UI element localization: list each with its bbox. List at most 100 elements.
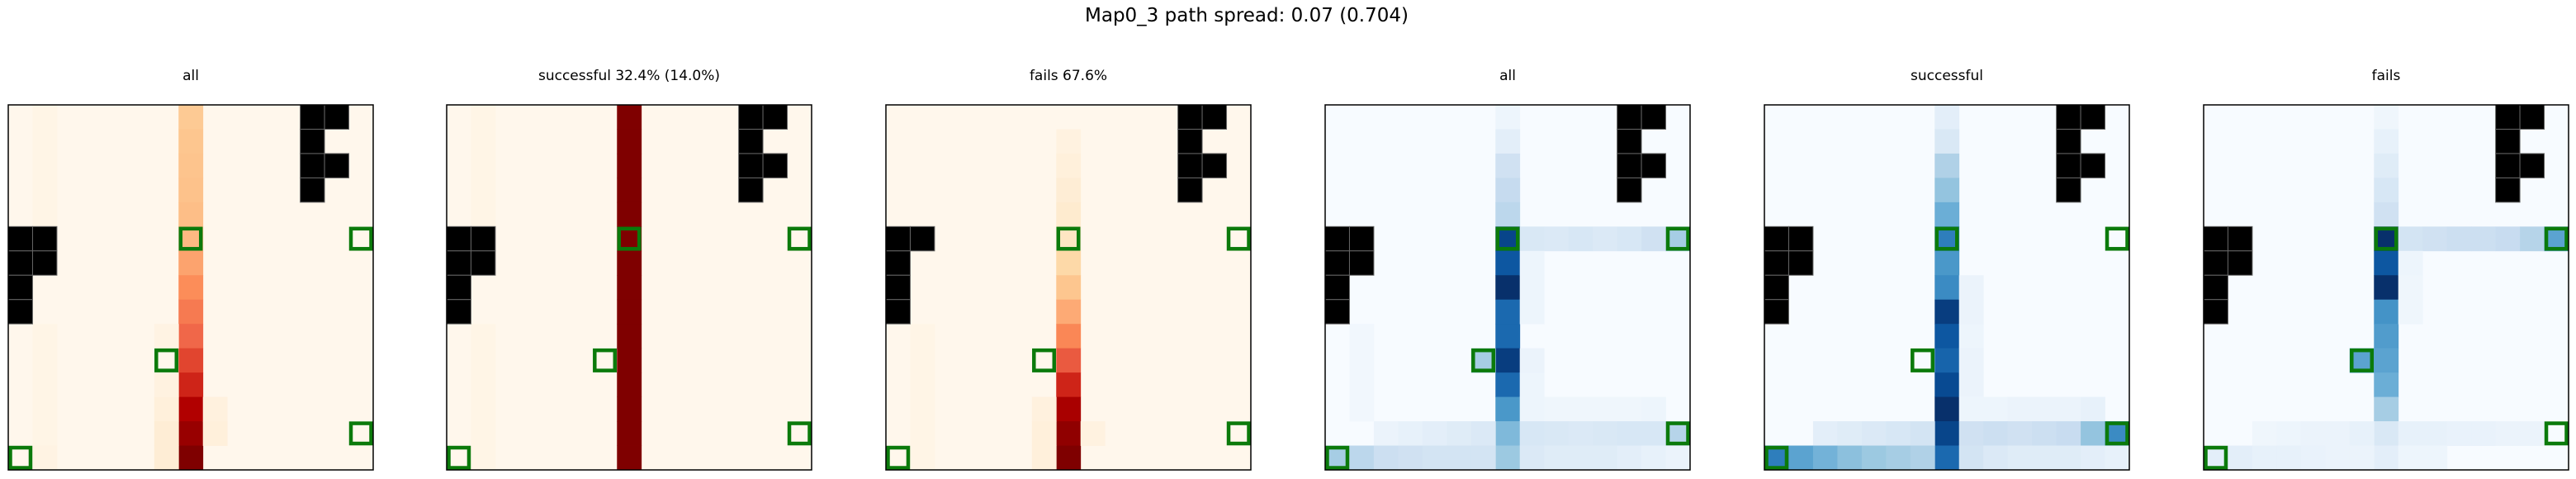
- obstacle-cell: [300, 128, 325, 154]
- heatmap-cell: [178, 153, 204, 178]
- obstacle-cell: [1764, 225, 1789, 252]
- heatmap-cell: [1544, 445, 1570, 471]
- obstacle-cell: [1324, 225, 1350, 252]
- heatmap-cell: [2520, 421, 2545, 446]
- panel-frame: [2203, 104, 2569, 471]
- heatmap-cell: [2520, 226, 2545, 252]
- obstacle-cell: [2227, 225, 2253, 252]
- heatmap-cell: [2374, 299, 2399, 325]
- heatmap-cell: [1495, 105, 1521, 130]
- heatmap-cell: [1983, 396, 2009, 422]
- heatmap-cell: [2056, 421, 2081, 446]
- heatmap-cell: [1544, 421, 1570, 446]
- heatmap-cell: [154, 421, 179, 446]
- heatmap-cell: [2398, 299, 2423, 325]
- obstacle-cell: [446, 299, 471, 325]
- obstacle-cell: [2203, 274, 2228, 301]
- heatmap-cell: [1934, 153, 1960, 178]
- heatmap-cells: [1325, 105, 1691, 471]
- heatmap-cell: [617, 396, 642, 422]
- obstacle-cell: [2080, 153, 2106, 178]
- obstacle-cell: [31, 225, 58, 252]
- panel-frame: [7, 104, 374, 471]
- heatmap-cell: [1056, 324, 1082, 349]
- heatmap-cell: [1349, 372, 1375, 397]
- heatmap-cell: [1373, 421, 1399, 446]
- heatmap-cell: [178, 445, 204, 471]
- heatmap-cell: [2374, 153, 2399, 178]
- obstacle-cell: [2495, 128, 2521, 154]
- heatmap-cell: [1056, 250, 1082, 276]
- obstacle-cell: [300, 104, 325, 130]
- obstacle-cell: [1641, 104, 1667, 130]
- obstacle-cell: [1177, 153, 1203, 178]
- panel-frame: [1764, 104, 2130, 471]
- heatmap-cell: [2056, 445, 2081, 471]
- heatmap-cell: [1056, 348, 1082, 373]
- heatmap-cell: [1056, 421, 1082, 446]
- heatmap-cell: [1568, 421, 1593, 446]
- obstacle-cell: [738, 153, 764, 178]
- heatmap-cell: [1056, 275, 1082, 301]
- heatmap-cells: [471, 105, 642, 471]
- heatmap-cell: [1617, 396, 1642, 422]
- panel-title: successful: [1911, 68, 1983, 84]
- heatmap-cell: [471, 396, 496, 422]
- heatmap-cell: [2081, 421, 2105, 446]
- heatmap-cell: [1788, 445, 1814, 471]
- heatmap-cell: [2446, 226, 2472, 252]
- obstacle-cell: [1617, 177, 1642, 203]
- target-markers: [1764, 226, 2129, 470]
- heatmap-panel-1: all: [7, 68, 374, 471]
- heatmap-cell: [178, 129, 204, 154]
- heatmap-cell: [178, 105, 204, 130]
- heatmap-cell: [2374, 396, 2399, 422]
- heatmap-cell: [1641, 421, 1666, 446]
- target-marker: [1665, 421, 1690, 446]
- heatmap-cell: [617, 105, 642, 130]
- heatmap-cell: [1495, 445, 1521, 471]
- heatmap-cell: [1056, 178, 1082, 203]
- obstacle-cell: [1201, 153, 1228, 178]
- heatmap-cell: [32, 129, 58, 154]
- heatmap-cell: [1958, 324, 1984, 349]
- heatmap-cell: [1837, 421, 1863, 446]
- heatmap-cell: [32, 396, 58, 422]
- obstacle-cell: [738, 128, 764, 154]
- obstacle-cell: [300, 153, 325, 178]
- heatmap-cell: [910, 324, 935, 349]
- heatmap-cell: [202, 421, 228, 446]
- heatmap-cell: [910, 421, 935, 446]
- heatmap-cell: [617, 299, 642, 325]
- heatmap-cell: [178, 275, 204, 301]
- heatmap-cell: [1422, 445, 1447, 471]
- target-markers: [2204, 226, 2569, 470]
- obstacle-cells: [1764, 104, 2106, 325]
- heatmap-cell: [2374, 250, 2399, 276]
- heatmap-cell: [471, 178, 496, 203]
- obstacle-cell: [7, 225, 33, 252]
- heatmap-cell: [2374, 445, 2399, 471]
- heatmap-cell: [1665, 445, 1691, 471]
- heatmap-cell: [2105, 445, 2130, 471]
- heatmap-cells: [1764, 105, 2130, 471]
- obstacle-cell: [885, 299, 911, 325]
- heatmap-cell: [1349, 324, 1375, 349]
- heatmap-cell: [1812, 421, 1838, 446]
- obstacle-cell: [1764, 250, 1789, 276]
- target-marker: [787, 226, 812, 251]
- heatmap-cell: [1495, 129, 1521, 154]
- obstacle-cell: [1348, 225, 1375, 252]
- heatmap-cell: [2252, 421, 2277, 446]
- heatmap-cell: [1593, 226, 1617, 252]
- heatmap-cell: [154, 324, 179, 349]
- obstacle-cell: [1788, 250, 1814, 276]
- heatmap-cell: [2398, 250, 2423, 276]
- heatmap-panel-4: all: [1324, 68, 1691, 471]
- obstacle-cell: [1617, 104, 1642, 130]
- heatmap-cell: [2374, 105, 2399, 130]
- heatmap-cell: [2374, 275, 2399, 301]
- obstacle-cell: [2056, 177, 2081, 203]
- panel-frame: [1324, 104, 1691, 471]
